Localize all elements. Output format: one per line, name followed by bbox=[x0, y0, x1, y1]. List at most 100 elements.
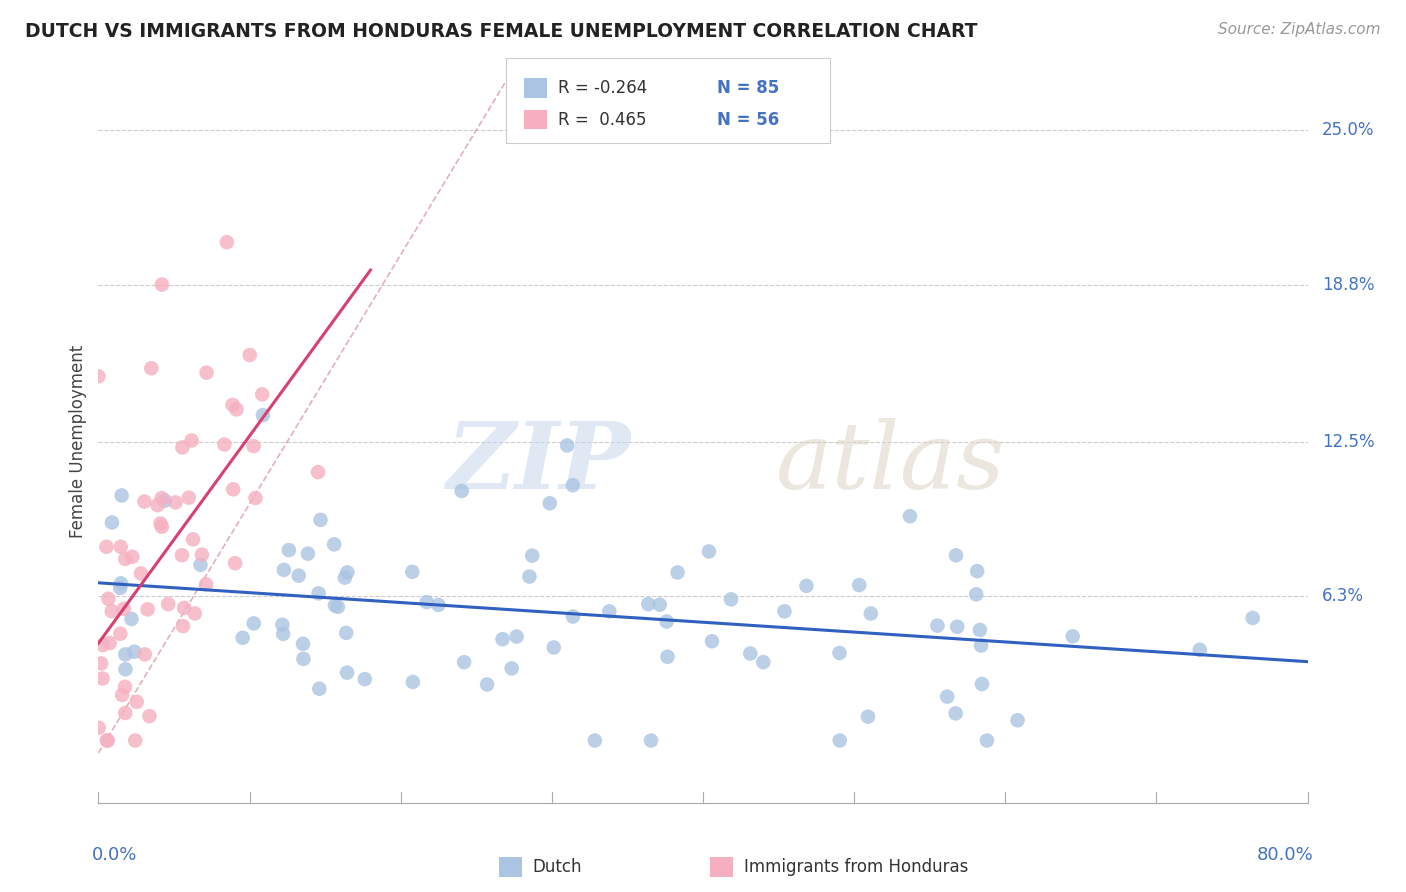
Point bbox=[121, 549, 143, 564]
Point bbox=[1188, 642, 1211, 657]
Point bbox=[124, 645, 146, 659]
Point bbox=[252, 387, 274, 401]
Point bbox=[172, 619, 194, 633]
Point bbox=[214, 437, 236, 451]
Point bbox=[110, 576, 132, 591]
Point bbox=[323, 599, 346, 613]
Point bbox=[491, 632, 513, 647]
Point bbox=[648, 598, 671, 612]
Point bbox=[796, 579, 818, 593]
Point bbox=[945, 549, 967, 563]
Point bbox=[297, 547, 319, 561]
Point bbox=[859, 607, 882, 621]
Point bbox=[666, 566, 689, 580]
Point bbox=[598, 604, 620, 618]
Point bbox=[353, 672, 375, 686]
Point bbox=[136, 602, 159, 616]
Point bbox=[239, 348, 262, 362]
Text: N = 85: N = 85 bbox=[717, 79, 779, 97]
Point bbox=[336, 566, 359, 580]
Text: 0.0%: 0.0% bbox=[93, 847, 138, 864]
Point bbox=[242, 616, 264, 631]
Point bbox=[215, 235, 238, 250]
Point bbox=[112, 602, 135, 616]
Point bbox=[100, 604, 122, 618]
Point bbox=[401, 565, 423, 579]
Point bbox=[450, 483, 472, 498]
Point bbox=[655, 615, 678, 629]
Point bbox=[150, 519, 173, 533]
Text: 12.5%: 12.5% bbox=[1322, 433, 1375, 450]
Text: 6.3%: 6.3% bbox=[1322, 587, 1364, 605]
Point bbox=[195, 577, 218, 591]
Text: Dutch: Dutch bbox=[533, 858, 582, 876]
Point bbox=[309, 513, 332, 527]
Point bbox=[252, 408, 274, 422]
Point bbox=[101, 516, 124, 530]
Point bbox=[637, 597, 659, 611]
Point bbox=[110, 540, 132, 554]
Point bbox=[976, 733, 998, 747]
Point bbox=[157, 597, 180, 611]
Point bbox=[720, 592, 742, 607]
Point bbox=[287, 568, 309, 582]
Point bbox=[110, 626, 132, 640]
Point bbox=[153, 493, 176, 508]
Point bbox=[125, 695, 148, 709]
Point bbox=[180, 434, 202, 448]
Point bbox=[172, 441, 194, 455]
Text: Immigrants from Honduras: Immigrants from Honduras bbox=[744, 858, 969, 876]
Point bbox=[697, 544, 720, 558]
Point bbox=[111, 488, 134, 502]
Point bbox=[970, 677, 993, 691]
Point bbox=[91, 672, 114, 686]
Point bbox=[98, 636, 121, 650]
Text: 80.0%: 80.0% bbox=[1257, 847, 1313, 864]
Point bbox=[898, 509, 921, 524]
Point bbox=[828, 733, 851, 747]
Point bbox=[114, 662, 136, 676]
Point bbox=[146, 498, 169, 512]
Point bbox=[828, 646, 851, 660]
Point bbox=[538, 496, 561, 510]
Point bbox=[90, 657, 112, 671]
Point bbox=[522, 549, 544, 563]
Point bbox=[222, 483, 245, 497]
Text: N = 56: N = 56 bbox=[717, 111, 779, 128]
Point bbox=[190, 558, 212, 572]
Text: 18.8%: 18.8% bbox=[1322, 276, 1375, 293]
Point bbox=[245, 491, 267, 505]
Point bbox=[141, 361, 163, 376]
Point bbox=[87, 721, 110, 735]
Point bbox=[96, 733, 118, 747]
Point bbox=[505, 630, 527, 644]
Point bbox=[138, 709, 160, 723]
Point bbox=[149, 516, 172, 531]
Point bbox=[121, 612, 143, 626]
Point bbox=[543, 640, 565, 655]
Point bbox=[277, 543, 299, 558]
Point bbox=[308, 586, 330, 600]
Point bbox=[111, 688, 134, 702]
Point bbox=[91, 638, 114, 652]
Point bbox=[150, 277, 173, 292]
Point bbox=[427, 598, 450, 612]
Point bbox=[583, 733, 606, 747]
Point bbox=[336, 665, 359, 680]
Point bbox=[170, 548, 193, 562]
Point bbox=[936, 690, 959, 704]
Point bbox=[856, 709, 879, 723]
Point bbox=[335, 626, 357, 640]
Point bbox=[965, 587, 987, 601]
Point bbox=[700, 634, 723, 648]
Point bbox=[124, 733, 146, 747]
Point bbox=[1007, 713, 1029, 727]
Point bbox=[110, 581, 132, 595]
Text: R =  0.465: R = 0.465 bbox=[558, 111, 647, 128]
Point bbox=[181, 533, 204, 547]
Point bbox=[307, 465, 329, 479]
Point bbox=[561, 609, 583, 624]
Point bbox=[271, 627, 294, 641]
Point bbox=[134, 648, 156, 662]
Point bbox=[224, 556, 246, 570]
